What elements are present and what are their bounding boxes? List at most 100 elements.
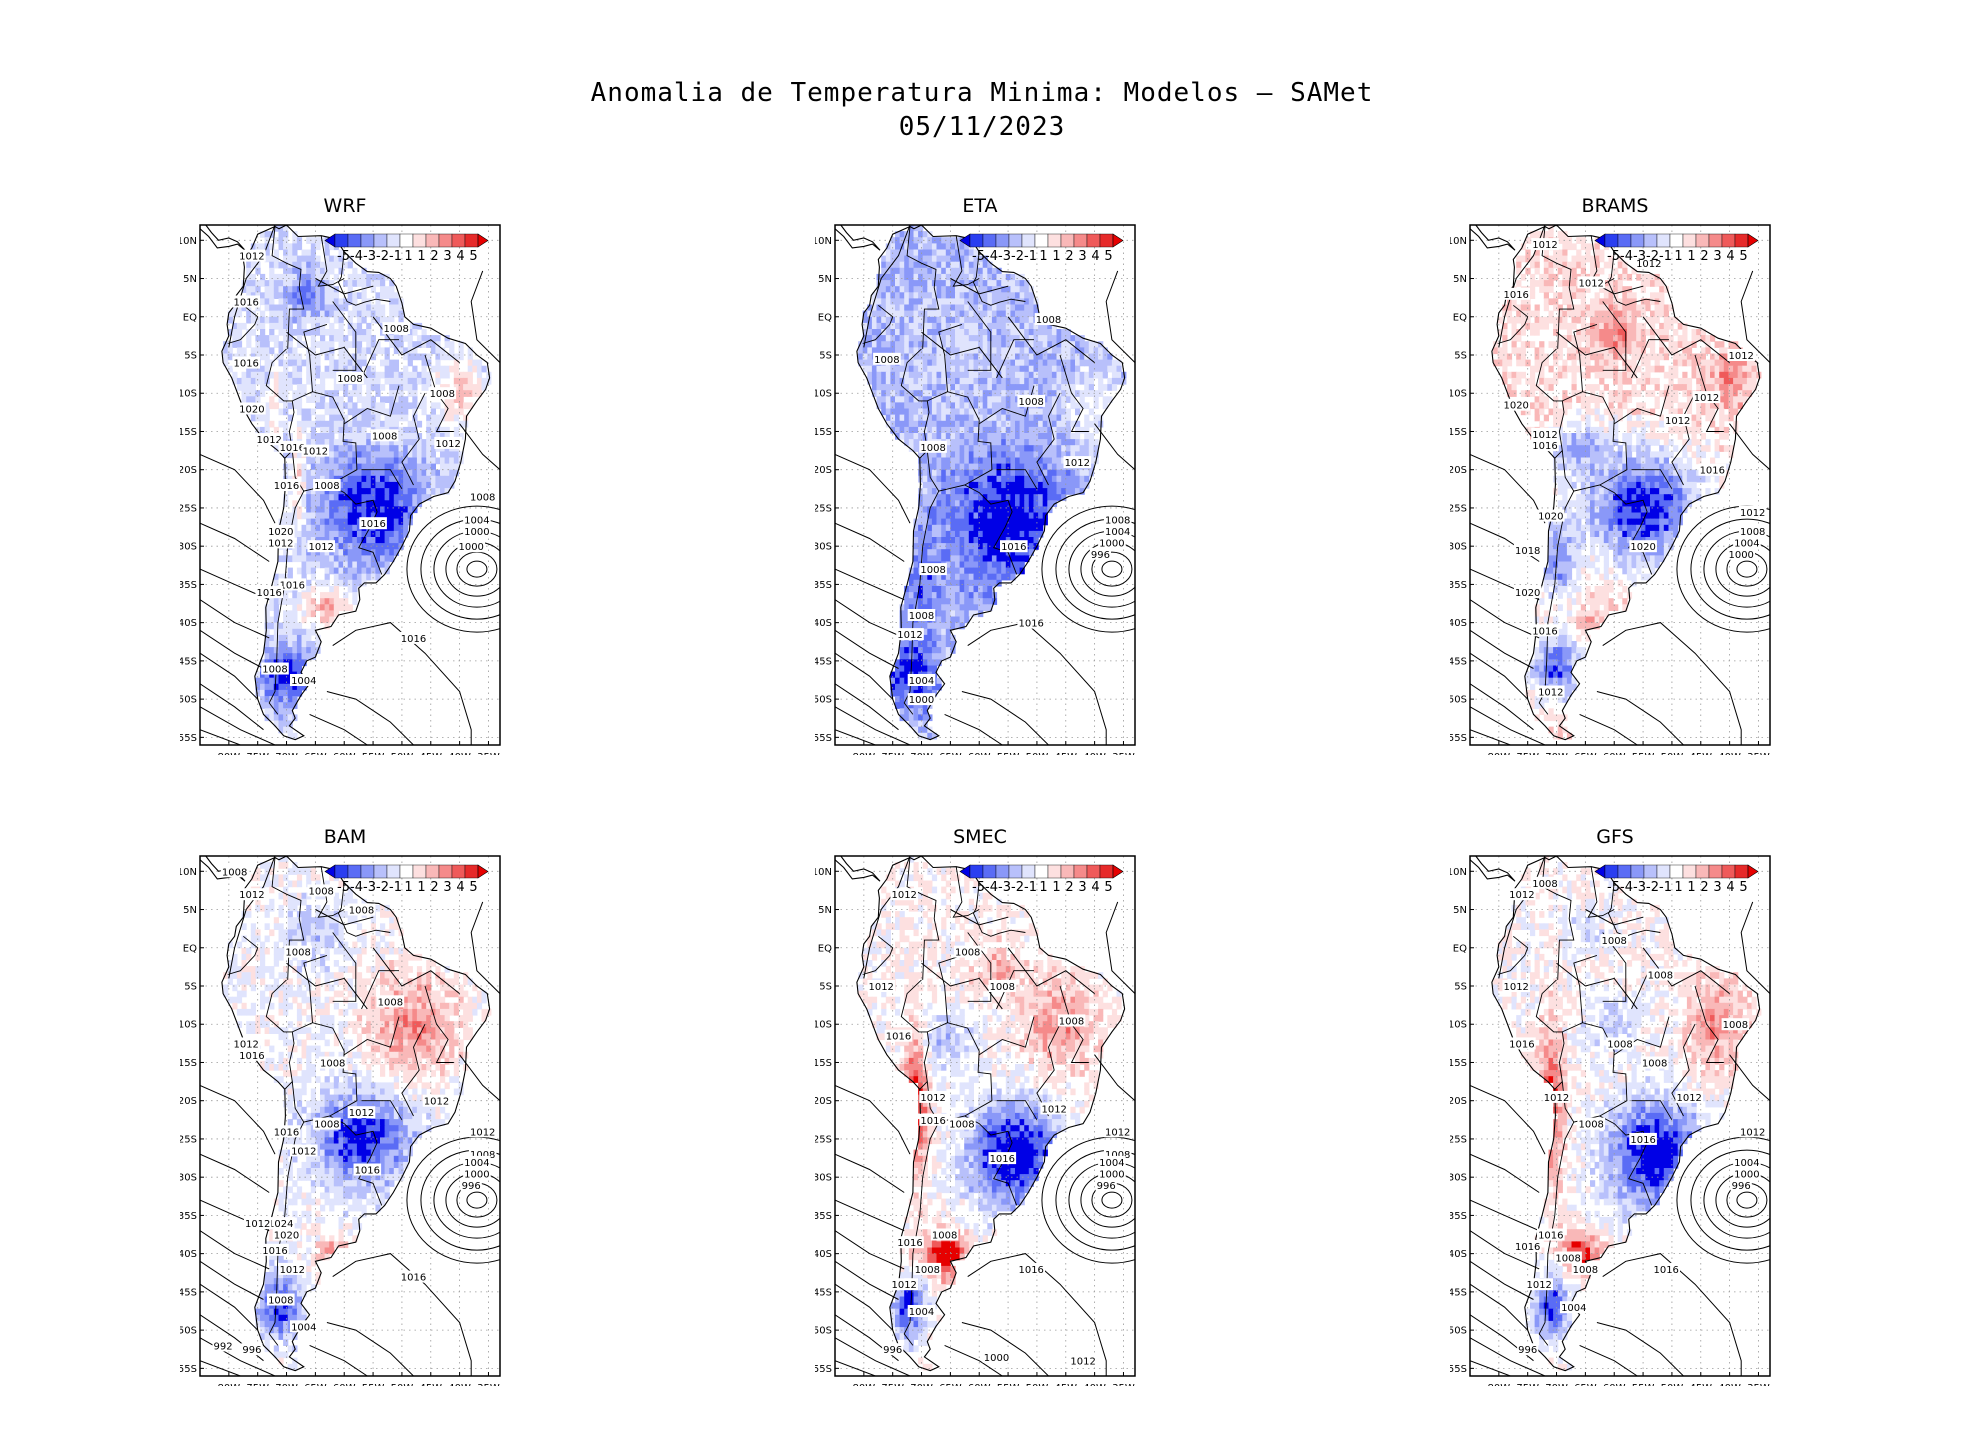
lat-tick-label: 5S (819, 351, 832, 362)
graticule (200, 856, 500, 1376)
isobar-label: 1016 (896, 1236, 924, 1249)
isobar-label: 1000 (463, 524, 491, 538)
lon-tick-label: 75W (881, 1383, 904, 1386)
colorbar-label: 1 (417, 880, 425, 895)
lat-tick-label: EQ (818, 943, 832, 954)
lat-tick-label: 30S (815, 542, 832, 553)
lat-tick-label: 15S (1450, 1058, 1467, 1069)
lon-tick-label: 40W (1718, 1383, 1741, 1386)
isobar-label: 1012 (347, 1106, 376, 1119)
lat-tick-label: 45S (1450, 656, 1467, 667)
lat-tick-label: 5N (1453, 274, 1467, 285)
isobar-label: 1008 (376, 995, 405, 1008)
svg-text:1012: 1012 (435, 439, 460, 450)
isobar-label: 1008 (948, 1117, 976, 1131)
isobars (1470, 856, 1770, 1376)
lat-axis: 10N 5N EQ 5S 10S 15S 20S 25S 30S 35S 40S 45S 50S 55S (180, 867, 204, 1375)
isobar-label: 1012 (468, 1125, 497, 1138)
isobar-label: 1012 (1738, 1125, 1767, 1138)
colorbar-label: -3 (998, 249, 1011, 264)
isobar-label: 1000 (1098, 1167, 1126, 1180)
colorbar-label: 2 (1065, 880, 1073, 895)
lat-tick-label: 5N (818, 905, 832, 916)
colorbar-swatch (969, 864, 984, 879)
svg-text:1012: 1012 (268, 538, 293, 549)
colorbar-label: -1 (1659, 249, 1672, 264)
lon-tick-label: 75W (246, 1383, 269, 1386)
isobar-label: 1012 (232, 1037, 260, 1050)
colorbar-label: 5 (1104, 249, 1112, 264)
colorbar-swatch (995, 864, 1010, 879)
isobar-label: 1008 (318, 1056, 347, 1070)
isobar-label: 1012 (1577, 276, 1605, 289)
isobar-label: 1004 (907, 1305, 936, 1318)
lat-tick-label: 10N (180, 867, 197, 878)
isobar-label: 1008 (347, 903, 376, 917)
lon-axis: 80W 75W 70W 65W 60W 55W 50W 45W 40W 35W (218, 1372, 500, 1386)
colorbar-swatch (1734, 233, 1749, 248)
colorbar-label: 5 (1739, 249, 1747, 264)
lat-tick-label: 10S (180, 1020, 197, 1031)
isobar-label: 1012 (267, 536, 295, 549)
isobar-label: 1012 (1531, 427, 1559, 441)
lon-tick-label: 35W (477, 752, 500, 755)
isobar-label: 1008 (307, 884, 335, 897)
isobar-label: 1012 (1542, 1090, 1571, 1104)
central-america (200, 225, 246, 251)
isobar-label: 1016 (232, 295, 260, 309)
isobar-label: 1012 (278, 1262, 307, 1276)
isobar-label: 1016 (1531, 624, 1559, 637)
isobar-label: 1012 (1531, 238, 1559, 251)
map-eta: 1008 1008 1008 1008 1012 1016 1008 1008 1012 1004… (815, 224, 1136, 755)
isobar-label: 1008 (1571, 1262, 1600, 1276)
colorbar-swatch (360, 864, 375, 879)
lat-tick-label: 20S (1450, 1096, 1467, 1107)
colorbar-label: -2 (1646, 880, 1659, 895)
isobar-label: 1020 (1513, 586, 1542, 599)
isobar-label: 1008 (1600, 934, 1628, 947)
lat-tick-label: EQ (818, 312, 832, 323)
isobar-label: 1012 (434, 436, 462, 450)
isobar-label: 1016 (884, 1029, 913, 1043)
figure-date: 05/11/2023 (898, 112, 1066, 142)
colorbar: -5 -4 -3 -2 -1 1 1 2 3 4 5 (1594, 233, 1759, 264)
colorbar-swatch (386, 864, 401, 879)
colorbar-max-arrow (1112, 233, 1124, 248)
lon-tick-label: 35W (1747, 752, 1770, 755)
panel-brams: BRAMS 1012 1012 1012 1016 1012 1012 1020 1012 10… (1450, 195, 1780, 755)
isobar-label: 1012 (890, 888, 918, 901)
lon-tick-label: 65W (939, 752, 962, 755)
country-borders (1497, 857, 1724, 1346)
isobar-label: 1004 (1733, 536, 1761, 549)
colorbar-swatch (1643, 864, 1658, 879)
colorbar-label: -4 (350, 880, 363, 895)
coastline (221, 856, 491, 1372)
colorbar-swatch (1643, 233, 1658, 248)
isobar-label: 1016 (1502, 287, 1530, 301)
colorbar-swatch (1669, 233, 1684, 248)
colorbar-swatch (1099, 233, 1114, 248)
isobar-label: 1012 (1635, 257, 1663, 270)
panel-title: BRAMS (1581, 195, 1649, 217)
isobar-label: 1008 (919, 440, 947, 454)
isobar-label: 1016 (272, 1125, 301, 1138)
lat-tick-label: EQ (1453, 312, 1467, 323)
colorbar-swatch (438, 864, 453, 879)
lon-tick-label: 60W (333, 1383, 356, 1386)
lat-tick-label: 5S (184, 351, 197, 362)
svg-text:1020: 1020 (239, 405, 264, 416)
colorbar-max-arrow (477, 864, 489, 879)
lon-tick-label: 40W (1083, 1383, 1106, 1386)
isobar-label: 1012 (1692, 391, 1721, 404)
isobar-label: 1000 (457, 540, 485, 553)
isobar-label: 1012 (238, 249, 266, 263)
lat-tick-label: 10N (1450, 236, 1467, 247)
svg-text:1008: 1008 (262, 665, 287, 676)
lat-axis: 10N 5N EQ 5S 10S 15S 20S 25S 30S 35S 40S 45S 50S 55S (180, 236, 204, 744)
lon-tick-label: 70W (1545, 1383, 1568, 1386)
isobar-label: 1016 (1629, 1132, 1657, 1146)
isobar-label: 1012 (422, 1094, 451, 1108)
lon-tick-label: 70W (910, 1383, 933, 1386)
